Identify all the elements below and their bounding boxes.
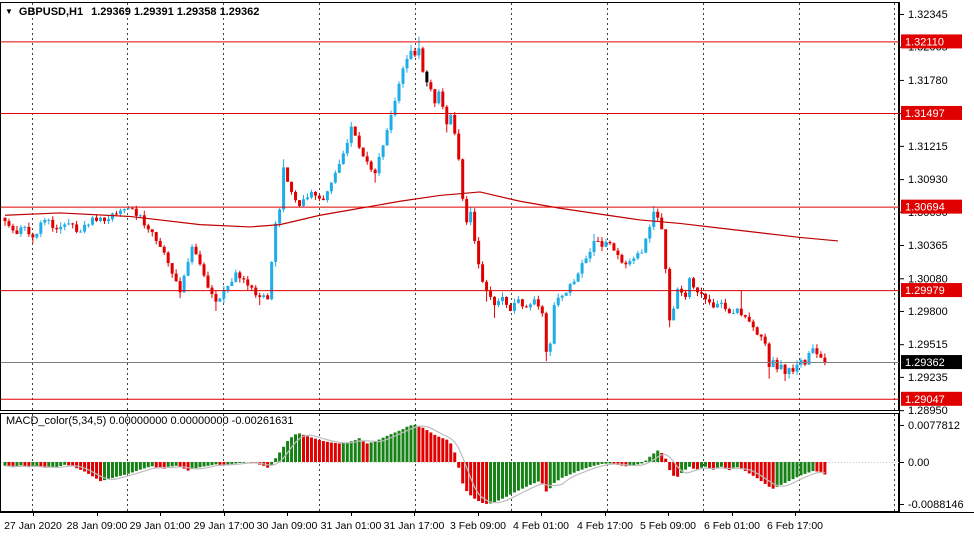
macd-signal-line bbox=[4, 425, 825, 504]
svg-text:1.29979: 1.29979 bbox=[905, 285, 945, 297]
svg-text:0.00: 0.00 bbox=[908, 457, 929, 469]
svg-text:1.32110: 1.32110 bbox=[905, 36, 944, 48]
svg-text:-0.0088146: -0.0088146 bbox=[908, 499, 964, 511]
svg-text:4 Feb 01:00: 4 Feb 01:00 bbox=[513, 520, 569, 532]
svg-text:27 Jan 2020: 27 Jan 2020 bbox=[4, 520, 62, 532]
svg-text:1.29362: 1.29362 bbox=[905, 357, 945, 369]
price-level-tag-1.31497: 1.31497 bbox=[901, 105, 962, 120]
svg-text:1.30930: 1.30930 bbox=[908, 174, 948, 186]
svg-text:3 Feb 09:00: 3 Feb 09:00 bbox=[450, 520, 506, 532]
svg-text:1.32345: 1.32345 bbox=[908, 9, 948, 21]
time-axis[interactable]: 27 Jan 2020 28 Jan 09:00 29 Jan 01:00 29 Ja… bbox=[0, 512, 974, 533]
symbol-period-label: GBPUSD,H1 bbox=[18, 6, 84, 18]
svg-text:5 Feb 09:00: 5 Feb 09:00 bbox=[640, 520, 696, 532]
macd-indicator-label: MACD_color(5,34,5) 0.00000000 0.00000000… bbox=[6, 415, 294, 427]
macd-histogram[interactable] bbox=[3, 424, 827, 504]
symbol-dropdown-icon[interactable]: ▼ bbox=[5, 7, 13, 16]
svg-text:31 Jan 17:00: 31 Jan 17:00 bbox=[384, 520, 445, 532]
svg-text:1.31215: 1.31215 bbox=[908, 141, 948, 153]
svg-text:1.30365: 1.30365 bbox=[908, 240, 948, 252]
svg-text:1.29047: 1.29047 bbox=[905, 394, 945, 406]
svg-text:29 Jan 17:00: 29 Jan 17:00 bbox=[194, 520, 255, 532]
svg-text:1.31780: 1.31780 bbox=[908, 75, 948, 87]
main-chart-frame bbox=[0, 2, 899, 411]
svg-text:28 Jan 09:00: 28 Jan 09:00 bbox=[67, 520, 128, 532]
svg-text:1.28950: 1.28950 bbox=[908, 405, 948, 417]
chart-header: ▼ GBPUSD,H1 1.29369 1.29391 1.29358 1.29… bbox=[5, 5, 259, 19]
svg-text:0.0077812: 0.0077812 bbox=[908, 420, 960, 432]
svg-text:6 Feb 01:00: 6 Feb 01:00 bbox=[704, 520, 760, 532]
ohlc-quote-label: 1.29369 1.29391 1.29358 1.29362 bbox=[91, 6, 260, 18]
moving-average-line bbox=[4, 191, 839, 242]
svg-text:30 Jan 09:00: 30 Jan 09:00 bbox=[257, 520, 318, 532]
horizontal-levels[interactable] bbox=[1, 41, 899, 400]
macd-axis[interactable]: 0.0077812 0.00 -0.0088146 bbox=[899, 420, 964, 511]
current-price-tag: 1.29362 bbox=[901, 355, 962, 370]
svg-text:1.30694: 1.30694 bbox=[905, 202, 945, 214]
price-level-tag-1.29047: 1.29047 bbox=[901, 391, 962, 406]
price-level-tag-1.30694: 1.30694 bbox=[901, 199, 962, 214]
svg-text:1.31497: 1.31497 bbox=[905, 108, 945, 120]
price-level-tag-1.32110: 1.32110 bbox=[901, 34, 962, 49]
svg-text:1.29800: 1.29800 bbox=[908, 306, 948, 318]
price-axis[interactable]: 1.323451.320651.317801.314951.312151.309… bbox=[899, 2, 962, 512]
svg-text:1.29515: 1.29515 bbox=[908, 339, 948, 351]
svg-text:4 Feb 17:00: 4 Feb 17:00 bbox=[577, 520, 633, 532]
svg-text:29 Jan 01:00: 29 Jan 01:00 bbox=[130, 520, 191, 532]
svg-text:6 Feb 17:00: 6 Feb 17:00 bbox=[767, 520, 823, 532]
price-level-tag-1.29979: 1.29979 bbox=[901, 283, 962, 298]
svg-text:31 Jan 01:00: 31 Jan 01:00 bbox=[321, 520, 382, 532]
svg-text:1.29235: 1.29235 bbox=[908, 372, 948, 384]
svg-text:1.30080: 1.30080 bbox=[908, 273, 948, 285]
candlestick-series[interactable] bbox=[3, 36, 827, 381]
